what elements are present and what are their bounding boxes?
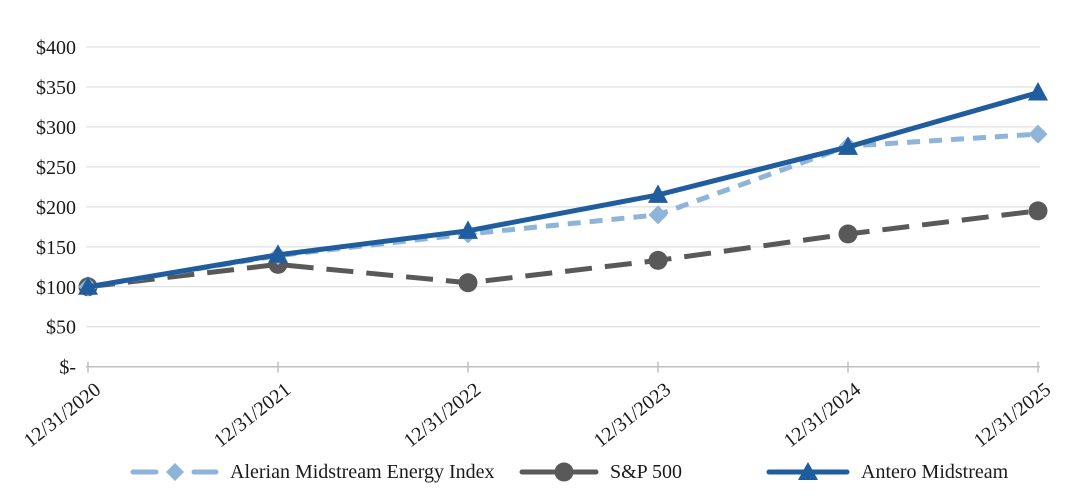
y-tick-label: $250 (36, 157, 76, 179)
triangle-marker-antero (458, 220, 478, 239)
x-tick-label: 12/31/2024 (780, 379, 865, 452)
diamond-marker-alerian (1028, 124, 1048, 144)
y-tick-label: $100 (36, 277, 76, 299)
series-line-sp500 (87, 208, 1039, 290)
legend-label-sp500: S&P 500 (610, 460, 683, 483)
legend-item-sp500: S&P 500 (518, 455, 682, 489)
y-tick-label: $200 (36, 197, 76, 219)
triangle-marker-antero (268, 244, 288, 263)
circle-marker-sp500 (838, 224, 858, 244)
x-tick-label: 12/31/2021 (210, 379, 295, 452)
line-circle-icon (519, 462, 599, 482)
triangle-marker-antero (1028, 82, 1048, 101)
x-tick-label: 12/31/2022 (400, 379, 485, 452)
triangle-marker-antero (78, 276, 98, 295)
chart-legend: Alerian Midstream Energy Index S&P 500 A… (0, 455, 1080, 489)
legend-label-alerian: Alerian Midstream Energy Index (230, 460, 495, 483)
y-tick-label: $- (59, 357, 76, 379)
legend-item-alerian: Alerian Midstream Energy Index (128, 455, 495, 489)
x-tick-label: 12/31/2020 (20, 379, 105, 452)
circle-marker-sp500 (648, 250, 668, 270)
y-tick-label: $300 (36, 117, 76, 139)
y-tick-label: $150 (36, 237, 76, 259)
triangle-marker-antero (838, 136, 858, 155)
y-tick-label: $350 (36, 77, 76, 99)
diamond-marker-alerian (648, 205, 668, 225)
dashed-line-diamond-icon (130, 463, 219, 481)
legend-label-antero: Antero Midstream (861, 460, 1009, 483)
x-tick-label: 12/31/2025 (970, 379, 1055, 452)
line-triangle-icon (766, 462, 850, 480)
circle-marker-sp500 (458, 273, 478, 293)
series-line-antero (87, 90, 1039, 290)
x-tick-label: 12/31/2023 (590, 379, 675, 452)
triangle-marker-antero (648, 184, 668, 203)
legend-item-antero: Antero Midstream (765, 455, 1008, 489)
circle-marker-sp500 (1028, 201, 1048, 221)
y-tick-label: $50 (46, 317, 76, 339)
y-tick-label: $400 (36, 37, 76, 59)
